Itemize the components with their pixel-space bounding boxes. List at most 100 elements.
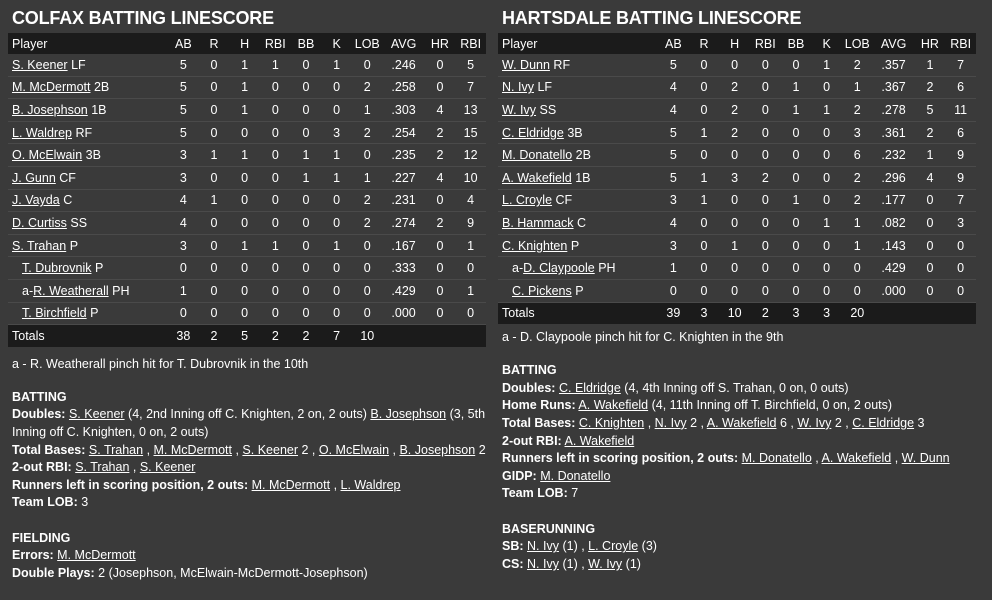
player-link[interactable]: O. McElwain xyxy=(12,148,83,163)
totals-cell: 10 xyxy=(351,324,383,347)
player-link[interactable]: B. Hammack xyxy=(502,215,574,230)
player-link[interactable]: D. Curtiss xyxy=(12,215,67,230)
player-link[interactable]: C. Eldridge xyxy=(558,380,621,395)
player-link[interactable]: D. Claypoole xyxy=(523,261,595,276)
stat-cell: .296 xyxy=(872,166,915,190)
stat-cell: 0 xyxy=(424,76,456,100)
stat-cell: 1 xyxy=(688,121,720,145)
hartsdale-pinch-note: a - D. Claypoole pinch hit for C. Knight… xyxy=(502,330,784,345)
stat-cell: 2 xyxy=(914,121,946,145)
stat-cell: 5 xyxy=(168,54,199,77)
player-link[interactable]: N. Ivy xyxy=(654,415,687,430)
player-link[interactable]: S. Trahan xyxy=(12,238,67,253)
player-link[interactable]: W. Ivy xyxy=(502,102,537,117)
stat-cell: 0 xyxy=(719,143,750,167)
player-link[interactable]: N. Ivy xyxy=(527,557,559,572)
player-link[interactable]: L. Croyle xyxy=(502,193,553,208)
player-link[interactable]: M. Donatello xyxy=(540,468,611,483)
stat-cell: .177 xyxy=(872,189,915,213)
stat-cell: 0 xyxy=(688,98,720,122)
player-link[interactable]: J. Vayda xyxy=(12,193,60,208)
stat-cell: 0 xyxy=(749,76,781,100)
stat-cell: 0 xyxy=(229,279,260,303)
player-link[interactable]: S. Trahan xyxy=(88,442,144,457)
column-header: RBI xyxy=(259,33,291,54)
player-link[interactable]: J. Gunn xyxy=(12,170,56,185)
player-link[interactable]: O. McElwain xyxy=(318,442,390,457)
player-link[interactable]: A. Wakefield xyxy=(564,433,635,448)
stat-cell: 9 xyxy=(455,211,486,235)
player-link[interactable]: M. Donatello xyxy=(741,451,812,466)
stat-cell: 0 xyxy=(811,256,842,280)
player-link[interactable]: W. Dunn xyxy=(502,57,550,72)
player-link[interactable]: R. Weatherall xyxy=(33,283,109,298)
player-link[interactable]: S. Keener xyxy=(68,407,125,422)
stat-cell: 0 xyxy=(198,234,230,258)
stat-cell: .227 xyxy=(382,166,425,190)
player-link[interactable]: B. Josephson xyxy=(370,407,447,422)
player-cell: a-R. Weatherall PH xyxy=(8,279,168,303)
player-link[interactable]: C. Eldridge xyxy=(502,125,564,140)
table-row: D. Curtiss SS 4 0 0 0 0 0 2.274 2 9 xyxy=(8,211,486,235)
colfax-linescore-table: Player AB R H RBI BB K LOB AVG HR RBI S. Keener LF… xyxy=(8,33,486,347)
player-link[interactable]: B. Josephson xyxy=(12,102,88,117)
player-link[interactable]: A. Wakefield xyxy=(578,398,649,413)
column-header: H xyxy=(719,33,750,54)
player-link[interactable]: S. Keener xyxy=(12,57,68,72)
player-link[interactable]: M. Donatello xyxy=(502,148,573,163)
column-header: K xyxy=(321,33,352,54)
player-link[interactable]: W. Ivy xyxy=(797,415,832,430)
player-link[interactable]: C. Knighten xyxy=(578,415,645,430)
player-link[interactable]: M. McDermott xyxy=(57,548,136,563)
table-row: J. Vayda C 4 1 0 0 0 0 2.231 0 4 xyxy=(8,189,486,213)
player-link[interactable]: N. Ivy xyxy=(527,539,559,554)
stat-cell: 0 xyxy=(780,143,812,167)
player-link[interactable]: L. Waldrep xyxy=(12,125,72,140)
player-cell: S. Keener LF xyxy=(8,54,168,77)
player-link[interactable]: L. Croyle xyxy=(588,539,639,554)
player-link[interactable]: M. McDermott xyxy=(12,80,91,95)
hartsdale-risp: Runners left in scoring position, 2 outs… xyxy=(502,451,950,466)
player-link[interactable]: M. McDermott xyxy=(251,477,331,492)
stat-cell: 12 xyxy=(455,143,486,167)
stat-cell: 3 xyxy=(945,211,976,235)
player-cell: J. Vayda C xyxy=(8,189,168,213)
player-link[interactable]: M. McDermott xyxy=(153,442,232,457)
stat-cell: .429 xyxy=(872,256,915,280)
player-link[interactable]: A. Wakefield xyxy=(821,451,892,466)
stat-cell: 1 xyxy=(290,143,322,167)
player-link[interactable]: N. Ivy xyxy=(502,80,534,95)
player-link[interactable]: C. Pickens xyxy=(512,283,572,298)
stat-cell: 1 xyxy=(688,189,720,213)
player-link[interactable]: W. Ivy xyxy=(588,557,623,572)
stat-cell: 0 xyxy=(198,211,230,235)
player-link[interactable]: C. Eldridge xyxy=(852,415,915,430)
stat-cell: 0 xyxy=(688,211,720,235)
player-cell: C. Eldridge 3B xyxy=(498,121,658,145)
stat-cell: 0 xyxy=(290,54,322,77)
player-link[interactable]: S. Trahan xyxy=(75,460,130,475)
stat-cell: 0 xyxy=(259,279,291,303)
stat-cell: 1 xyxy=(811,98,842,122)
column-header: LOB xyxy=(841,33,873,54)
totals-cell: 5 xyxy=(229,324,260,347)
player-link[interactable]: C. Knighten xyxy=(502,238,568,253)
stat-cell: 1 xyxy=(719,234,750,258)
player-cell: S. Trahan P xyxy=(8,234,168,258)
player-link[interactable]: S. Keener xyxy=(242,442,299,457)
player-link[interactable]: A. Wakefield xyxy=(706,415,777,430)
position-label: SS xyxy=(70,215,88,230)
player-link[interactable]: A. Wakefield xyxy=(502,170,572,185)
player-link[interactable]: W. Dunn xyxy=(901,451,950,466)
stat-cell: 4 xyxy=(455,189,486,213)
player-cell: N. Ivy LF xyxy=(498,76,658,100)
position-label: 2B xyxy=(575,148,591,163)
player-link[interactable]: T. Birchfield xyxy=(22,306,87,321)
stat-cell: 1 xyxy=(914,143,946,167)
column-header: RBI xyxy=(749,33,781,54)
player-link[interactable]: S. Keener xyxy=(139,460,196,475)
player-link[interactable]: L. Waldrep xyxy=(340,477,401,492)
player-link[interactable]: B. Josephson xyxy=(399,442,476,457)
player-link[interactable]: T. Dubrovnik xyxy=(22,261,92,276)
column-header: AVG xyxy=(872,33,915,54)
